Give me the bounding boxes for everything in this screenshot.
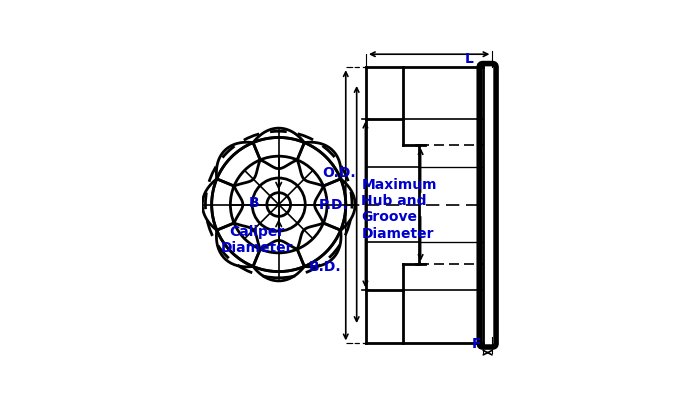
Text: P.D.: P.D. <box>319 198 348 211</box>
Text: B.D.: B.D. <box>309 260 342 274</box>
Text: Maximum
Hub and
Groove
Diameter: Maximum Hub and Groove Diameter <box>361 178 437 241</box>
Text: Caliper
Diameter: Caliper Diameter <box>221 225 293 256</box>
Text: F: F <box>472 337 482 351</box>
Text: B: B <box>248 196 259 210</box>
Text: O.D.: O.D. <box>322 166 356 180</box>
Text: L: L <box>465 51 473 66</box>
